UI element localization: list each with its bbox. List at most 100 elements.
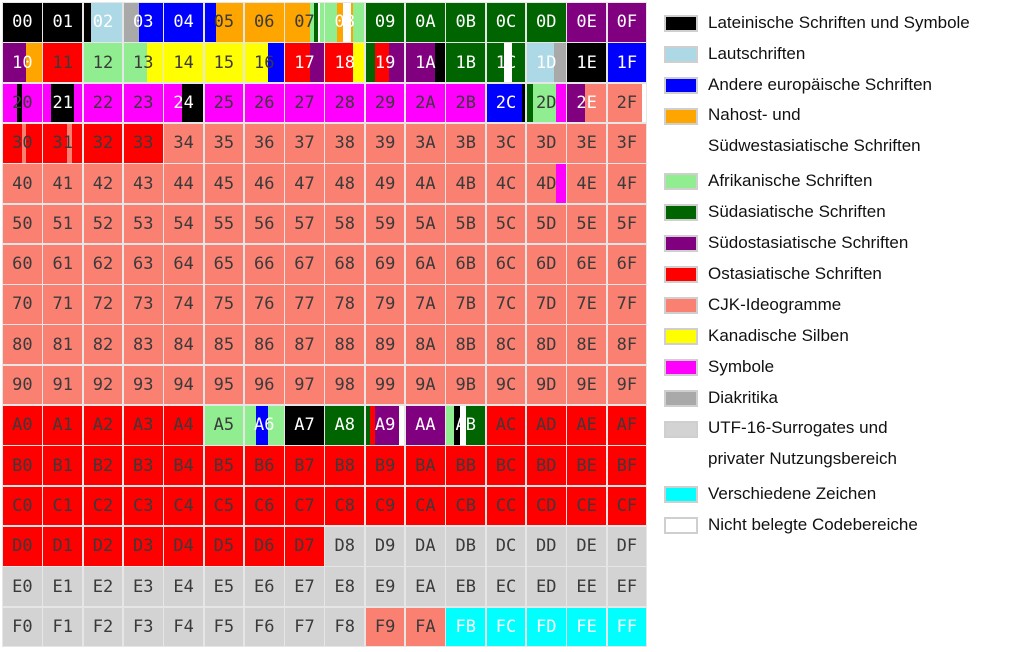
block-cell-79: 79 — [364, 284, 406, 325]
block-cell-9D: 9D — [525, 364, 567, 406]
block-cell-91: 91 — [42, 364, 84, 406]
block-label: 9C — [495, 375, 517, 396]
block-label: AC — [495, 415, 517, 436]
block-cell-0C: 0C — [485, 2, 527, 43]
block-segment — [74, 83, 83, 123]
block-segment — [43, 164, 83, 203]
block-cell-CE: CE — [566, 485, 607, 527]
block-cell-A7: A7 — [284, 405, 325, 446]
block-cell-25: 25 — [203, 82, 245, 124]
block-label: 6F — [616, 254, 638, 275]
block-segment — [164, 406, 203, 445]
legend-label: Ostasiatische Schriften — [708, 263, 882, 285]
block-segment — [285, 446, 324, 486]
block-segment — [567, 446, 606, 486]
block-cell-41: 41 — [42, 163, 84, 204]
legend-swatch — [664, 46, 698, 63]
legend-swatch — [664, 390, 698, 407]
block-cell-50: 50 — [2, 203, 43, 245]
block-segment — [365, 285, 405, 324]
block-label: C3 — [133, 495, 154, 516]
block-segment — [325, 83, 365, 123]
block-cell-1A: 1A — [405, 42, 446, 84]
block-cell-43: 43 — [122, 163, 164, 204]
block-label: F3 — [133, 616, 154, 637]
block-cell-A9: A9 — [364, 405, 406, 446]
block-segment — [526, 446, 566, 486]
block-label: D2 — [92, 536, 114, 557]
block-label: 9B — [455, 375, 476, 396]
block-segment — [567, 486, 606, 526]
legend-swatch — [664, 359, 698, 376]
block-label: F7 — [294, 616, 315, 637]
block-segment — [526, 43, 555, 83]
block-label: 0E — [576, 12, 597, 33]
block-cell-19: 19 — [364, 42, 406, 84]
block-label: 44 — [173, 173, 194, 194]
block-cell-B5: B5 — [203, 445, 245, 487]
block-label: D7 — [294, 536, 315, 557]
block-segment — [164, 446, 203, 486]
block-segment — [147, 43, 163, 83]
block-segment — [43, 325, 83, 365]
block-cell-51: 51 — [42, 203, 84, 245]
block-cell-E3: E3 — [122, 566, 164, 607]
block-segment — [204, 406, 244, 445]
block-label: 02 — [92, 12, 114, 33]
block-label: 32 — [92, 133, 114, 154]
block-label: D1 — [52, 536, 73, 557]
block-segment — [43, 244, 83, 284]
block-cell-0F: 0F — [606, 2, 648, 43]
block-segment — [244, 607, 284, 647]
block-cell-DB: DB — [445, 525, 487, 567]
legend-item-mideast: Nahost- und Südwestasiatische Schriften — [664, 105, 1024, 161]
block-cell-CF: CF — [606, 485, 648, 527]
block-cell-39: 39 — [364, 122, 406, 164]
legend-item-misc: Verschiedene Zeichen — [664, 483, 1024, 505]
block-label: 26 — [253, 92, 275, 113]
block-segment — [365, 526, 405, 566]
block-cell-69: 69 — [364, 243, 406, 285]
block-segment — [204, 446, 244, 486]
block-cell-DD: DD — [525, 525, 567, 567]
block-label: 10 — [12, 52, 33, 73]
block-segment — [244, 83, 284, 123]
block-segment — [43, 406, 83, 445]
block-label: FF — [616, 616, 638, 637]
legend-label: Südasiatische Schriften — [708, 201, 886, 223]
legend-swatch — [664, 517, 698, 534]
block-label: D5 — [213, 536, 235, 557]
block-segment — [3, 285, 42, 324]
block-cell-8E: 8E — [566, 324, 607, 366]
block-segment — [526, 204, 566, 244]
block-segment — [164, 325, 203, 365]
block-cell-01: 01 — [42, 2, 84, 43]
legend-swatch — [664, 266, 698, 283]
legend-label-line: Andere europäische Schriften — [708, 75, 932, 94]
block-label: B3 — [133, 455, 154, 476]
block-label: 34 — [173, 133, 194, 154]
block-label: 59 — [374, 213, 396, 234]
block-label: 25 — [213, 92, 235, 113]
block-segment — [16, 83, 23, 123]
block-label: 75 — [213, 294, 235, 315]
block-segment — [607, 486, 647, 526]
block-label: 21 — [52, 92, 73, 113]
block-cell-FE: FE — [566, 606, 607, 648]
block-label: C6 — [253, 495, 275, 516]
block-segment — [567, 3, 606, 42]
block-label: 31 — [52, 133, 73, 154]
block-label: 36 — [253, 133, 275, 154]
block-segment — [123, 486, 163, 526]
block-segment — [567, 123, 606, 163]
block-segment — [567, 526, 606, 566]
block-segment — [607, 446, 647, 486]
block-segment — [164, 83, 182, 123]
legend-label-line: Südwestasiatische Schriften — [708, 136, 921, 155]
block-segment — [164, 607, 203, 647]
block-segment — [285, 567, 324, 606]
block-label: 01 — [52, 12, 73, 33]
block-segment — [83, 486, 123, 526]
block-segment — [244, 164, 284, 203]
block-segment — [244, 244, 284, 284]
